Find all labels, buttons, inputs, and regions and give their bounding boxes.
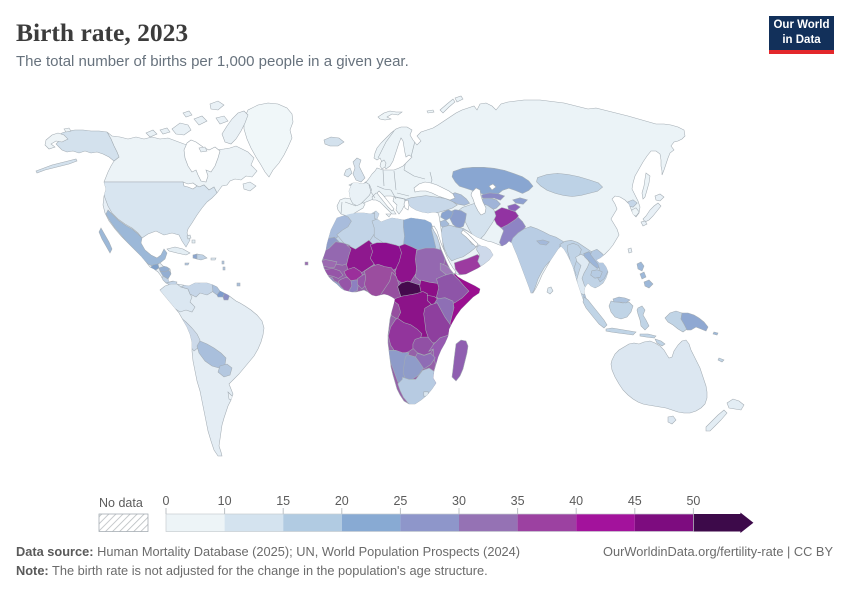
svg-text:40: 40 <box>569 494 583 508</box>
svg-text:0: 0 <box>163 494 170 508</box>
svg-text:50: 50 <box>686 494 700 508</box>
svg-text:20: 20 <box>335 494 349 508</box>
svg-text:35: 35 <box>511 494 525 508</box>
svg-text:15: 15 <box>276 494 290 508</box>
svg-text:45: 45 <box>628 494 642 508</box>
svg-text:25: 25 <box>393 494 407 508</box>
svg-text:10: 10 <box>218 494 232 508</box>
svg-text:No data: No data <box>99 496 143 510</box>
svg-text:30: 30 <box>452 494 466 508</box>
